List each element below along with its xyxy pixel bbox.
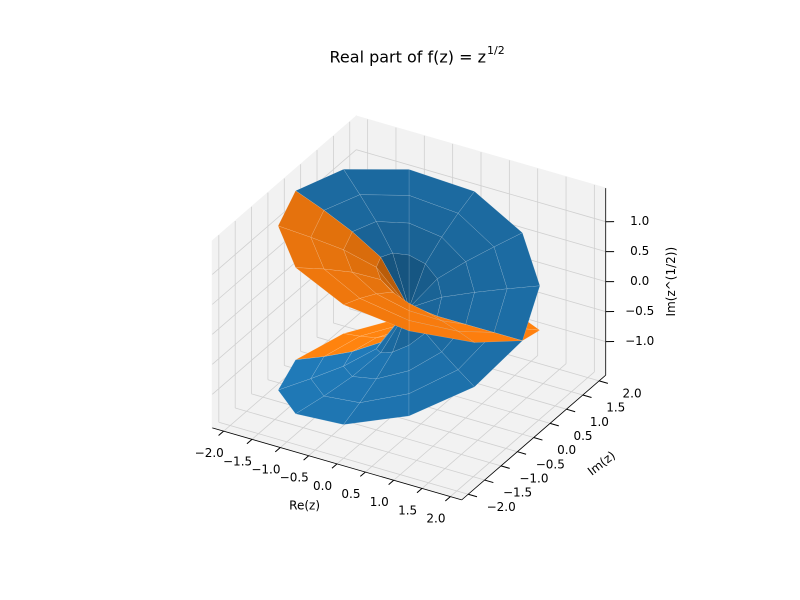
y-tick-label: −1.5 [503,486,532,500]
z-tick-label: 1.0 [630,214,649,228]
grid-line [356,149,606,223]
tick-mark [274,447,281,453]
x-tick-label: −0.5 [280,471,309,485]
y-tick-label: 0.5 [573,429,592,443]
tick-mark [582,394,592,399]
surface-cell [408,369,475,417]
tick-mark [566,408,576,413]
tick-mark [359,471,366,477]
surface-cell [342,298,410,332]
tick-mark [388,479,395,485]
tick-mark [416,488,423,494]
y-tick-label: −0.5 [536,457,565,471]
tick-mark [331,463,338,469]
y-tick-label: −2.0 [487,500,516,514]
x-tick-label: 1.0 [370,495,389,509]
x-tick-label: −2.0 [195,446,224,460]
tick-mark [445,496,451,502]
x-tick-label: 0.5 [341,487,360,501]
z-axis-label: Im(z^(1/2)) [664,247,678,317]
y-tick-label: −1.0 [519,472,548,486]
grid-line [212,149,357,275]
tick-mark [549,422,559,427]
tick-mark [533,437,543,441]
tick-mark [484,479,494,484]
x-tick-label: 2.0 [426,512,445,526]
z-tick-label: 0.5 [630,244,649,258]
y-axis-label: Im(z) [585,448,618,478]
z-tick-label: 0.0 [630,274,649,288]
x-tick-label: 1.5 [398,503,417,517]
surface-cell [425,236,467,280]
chart-title-exponent: 1/2 [487,44,505,57]
tick-mark [517,451,527,455]
tick-mark [500,465,510,469]
x-axis-label: Re(z) [289,498,320,512]
grid-line [218,421,469,495]
tick-mark [303,455,309,461]
x-tick-label: −1.5 [223,454,252,468]
y-tick-label: 2.0 [623,387,642,401]
tick-mark [246,438,253,445]
tick-mark [599,380,609,384]
y-tick-label: 1.5 [606,401,625,415]
y-tick-label: 0.0 [557,443,576,457]
z-tick-label: −1.0 [625,334,654,348]
x-tick-label: 0.0 [313,479,332,493]
tick-mark [468,493,478,498]
x-tick-label: −1.0 [251,462,280,476]
z-tick-label: −0.5 [625,304,654,318]
x-axis-line [212,427,462,501]
tick-mark [218,430,224,436]
grid-line [235,407,485,481]
y-axis-line [461,374,606,501]
y-tick-label: 1.0 [590,415,609,429]
chart-title: Real part of f(z) = z [330,48,486,67]
